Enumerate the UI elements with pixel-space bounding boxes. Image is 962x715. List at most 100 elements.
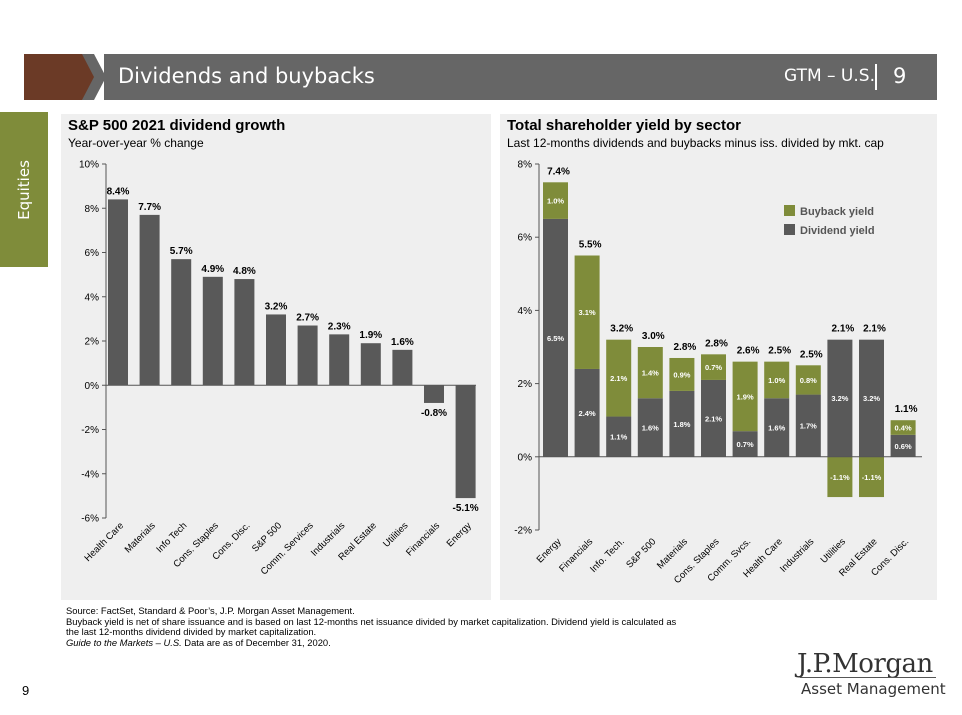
x-category-label: Financials — [404, 520, 442, 558]
buyback-bar — [890, 420, 916, 435]
bar-value-label: -5.1% — [453, 503, 479, 514]
bar — [424, 385, 444, 403]
buyback-value-label: 1.4% — [642, 369, 659, 378]
bar — [108, 199, 128, 386]
total-value-label: 5.5% — [579, 240, 602, 251]
x-category-label: Energy — [535, 536, 564, 565]
total-value-label: 3.0% — [642, 331, 665, 342]
y-tick-label: 4% — [85, 292, 100, 303]
dividend-bar — [764, 398, 790, 457]
header-accent — [24, 54, 104, 100]
total-value-label: 2.6% — [737, 346, 760, 357]
y-tick-label: -6% — [81, 514, 99, 525]
page-number: 9 — [22, 683, 30, 698]
logo-divider — [800, 677, 936, 678]
buyback-bar — [827, 456, 853, 498]
bar — [392, 349, 413, 386]
total-value-label: 1.1% — [895, 404, 918, 415]
buyback-value-label: 0.4% — [895, 424, 912, 433]
y-tick-label: -4% — [81, 469, 99, 480]
buyback-value-label: 3.1% — [579, 308, 596, 317]
header-bar — [24, 54, 937, 100]
total-value-label: 2.5% — [800, 349, 823, 360]
dividend-bar — [827, 339, 853, 457]
dividend-growth-chart: 10% 8% 6% 4% 2% 0% -2% -4% -6% 8.4% Health Care 7.7… — [79, 160, 479, 578]
dividend-bar — [859, 339, 884, 457]
total-value-label: 2.1% — [863, 324, 886, 335]
header-divider — [875, 64, 877, 90]
bar — [455, 385, 476, 499]
dividend-bar — [732, 431, 758, 457]
total-value-label: 2.1% — [832, 324, 855, 335]
buyback-value-label: 2.1% — [610, 374, 627, 383]
footnote-guide-title: Guide to the Markets – U.S. — [66, 636, 182, 648]
bar-value-label: 3.2% — [265, 301, 288, 312]
jpmorgan-logo: J.P.Morgan — [797, 649, 933, 679]
buyback-bar — [764, 361, 790, 399]
footnote-line-4: Guide to the Markets – U.S. Data are as … — [66, 636, 786, 649]
dividend-value-label: 3.2% — [831, 394, 848, 403]
y-tick-label: 6% — [85, 248, 100, 259]
x-category-label: Materials — [123, 520, 158, 555]
left-chart-subtitle: Year-over-year % change — [68, 136, 204, 150]
dividend-value-label: 0.6% — [895, 442, 912, 451]
left-chart-title: S&P 500 2021 dividend growth — [68, 117, 286, 134]
dividend-bar — [637, 398, 663, 457]
footnote: Source: FactSet, Standard & Poor’s, J.P.… — [66, 605, 786, 649]
legend-label-dividend: Dividend yield — [800, 225, 875, 237]
buyback-value-label: -1.1% — [830, 473, 850, 482]
page-title: Dividends and buybacks — [118, 64, 375, 88]
y-tick-label: 0% — [518, 452, 533, 463]
dividend-bar — [574, 368, 600, 457]
x-category-label: Utilities — [381, 520, 411, 550]
total-value-label: 2.8% — [705, 338, 728, 349]
bar-value-label: 8.4% — [107, 186, 130, 197]
y-tick-label: 8% — [518, 160, 533, 171]
buyback-value-label: 0.9% — [673, 370, 690, 379]
buyback-bar — [732, 361, 758, 432]
dividend-bar — [795, 394, 821, 457]
y-tick-label: 4% — [518, 306, 533, 317]
total-value-label: 3.2% — [610, 324, 633, 335]
shareholder-yield-chart: 8% 6% 4% 2% 0% -2% 6.5% 1.0% 7.4% Energy 2.4% 3.1% 5… — [514, 160, 922, 586]
bar-value-label: 4.8% — [233, 266, 256, 277]
dividend-value-label: 1.8% — [673, 420, 690, 429]
gtm-label: GTM – U.S. — [784, 66, 875, 86]
total-value-label: 2.8% — [674, 342, 697, 353]
buyback-bar — [606, 339, 632, 417]
bar-value-label: 5.7% — [170, 246, 193, 257]
dividend-value-label: 1.6% — [768, 424, 785, 433]
y-tick-label: 6% — [518, 233, 533, 244]
buyback-value-label: 0.7% — [705, 363, 722, 372]
x-category-label: S&P 500 — [624, 536, 658, 570]
y-tick-label: 2% — [518, 379, 533, 390]
dividend-value-label: 1.1% — [610, 433, 627, 442]
footnote-line-2: Buyback yield is net of share issuance a… — [66, 615, 677, 627]
bar-value-label: 2.3% — [328, 321, 351, 332]
x-category-label: Industrials — [778, 536, 817, 575]
buyback-value-label: 1.0% — [547, 197, 564, 206]
dividend-value-label: 0.7% — [737, 440, 754, 449]
dividend-value-label: 1.7% — [800, 422, 817, 431]
buyback-bar — [669, 357, 695, 391]
bar — [139, 214, 160, 386]
x-category-label: Health Care — [82, 520, 126, 564]
bar-value-label: 1.9% — [359, 330, 382, 341]
dividend-value-label: 2.1% — [705, 414, 722, 423]
x-category-label: Utilities — [819, 536, 849, 566]
right-chart-subtitle: Last 12-months dividends and buybacks mi… — [507, 136, 884, 150]
logo-subtitle: Asset Management — [801, 680, 946, 698]
total-value-label: 7.4% — [547, 166, 570, 177]
legend-swatch-dividend — [784, 224, 795, 235]
bar-value-label: 1.6% — [391, 337, 414, 348]
buyback-value-label: 0.8% — [800, 376, 817, 385]
bar — [234, 279, 255, 386]
bar — [171, 259, 192, 386]
y-tick-label: 2% — [85, 337, 100, 348]
buyback-value-label: 1.0% — [768, 376, 785, 385]
section-tab-equities[interactable]: Equities — [0, 112, 48, 267]
bar-value-label: -0.8% — [421, 408, 447, 419]
dividend-value-label: 1.6% — [642, 424, 659, 433]
dividend-bar — [543, 218, 568, 457]
dividend-bar — [606, 416, 632, 457]
